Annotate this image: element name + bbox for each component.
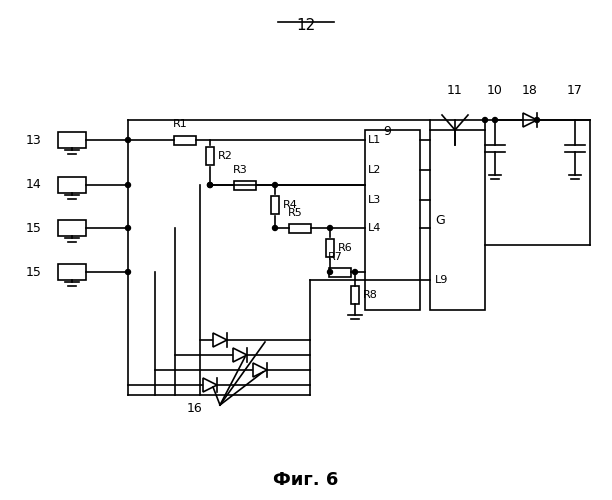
Circle shape (207, 182, 212, 188)
Text: R2: R2 (218, 151, 233, 161)
Text: R6: R6 (338, 243, 353, 253)
Bar (430, 130, 485, 310)
Text: G: G (435, 214, 445, 226)
Text: L2: L2 (368, 165, 381, 175)
Text: Фиг. 6: Фиг. 6 (274, 471, 338, 489)
Bar (58, 220, 86, 236)
Bar (365, 130, 420, 310)
Bar (58, 132, 86, 148)
Circle shape (493, 118, 498, 122)
Text: 15: 15 (26, 222, 42, 234)
Bar (326, 239, 334, 257)
Circle shape (534, 118, 540, 122)
Text: R4: R4 (283, 200, 298, 210)
Text: L1: L1 (368, 135, 381, 145)
Text: 11: 11 (447, 84, 463, 96)
Circle shape (482, 118, 488, 122)
Text: 13: 13 (26, 134, 42, 146)
Text: 17: 17 (567, 84, 583, 96)
Bar (234, 180, 256, 190)
Bar (58, 177, 86, 193)
Circle shape (327, 270, 332, 274)
Text: L3: L3 (368, 195, 381, 205)
Text: 12: 12 (296, 18, 316, 33)
Text: 16: 16 (187, 402, 203, 414)
Text: 18: 18 (522, 84, 538, 96)
Circle shape (125, 226, 130, 230)
Bar (329, 268, 351, 276)
Polygon shape (203, 378, 217, 392)
Polygon shape (213, 333, 227, 347)
Bar (289, 224, 311, 232)
Circle shape (272, 226, 277, 230)
Polygon shape (233, 348, 247, 362)
Text: R7: R7 (327, 252, 343, 262)
Bar (351, 286, 359, 304)
Circle shape (272, 182, 277, 188)
Text: 15: 15 (26, 266, 42, 278)
Bar (271, 196, 279, 214)
Circle shape (125, 182, 130, 188)
Text: R3: R3 (233, 165, 247, 175)
Bar (206, 147, 214, 165)
Text: R5: R5 (288, 208, 302, 218)
Polygon shape (253, 363, 267, 377)
Text: R8: R8 (363, 290, 378, 300)
Circle shape (125, 138, 130, 142)
Text: L4: L4 (368, 223, 381, 233)
Text: L9: L9 (435, 275, 449, 285)
Text: 9: 9 (384, 125, 392, 138)
Circle shape (125, 270, 130, 274)
Polygon shape (523, 113, 537, 127)
Circle shape (327, 226, 332, 230)
Text: 10: 10 (487, 84, 503, 96)
Text: R1: R1 (173, 119, 187, 129)
Bar (174, 136, 196, 144)
Circle shape (353, 270, 357, 274)
Text: 14: 14 (26, 178, 42, 192)
Circle shape (207, 182, 212, 188)
Bar (58, 264, 86, 280)
